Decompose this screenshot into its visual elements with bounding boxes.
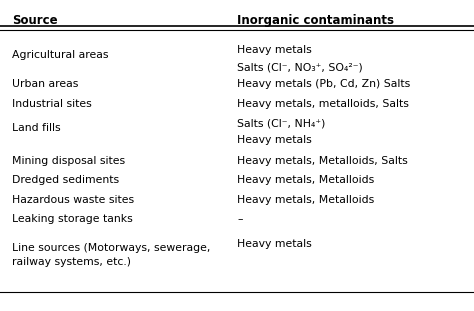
Text: Heavy metals: Heavy metals <box>237 239 312 249</box>
Text: Leaking storage tanks: Leaking storage tanks <box>12 214 133 224</box>
Text: Agricultural areas: Agricultural areas <box>12 50 109 60</box>
Text: Line sources (Motorways, sewerage,
railway systems, etc.): Line sources (Motorways, sewerage, railw… <box>12 243 210 267</box>
Text: Salts (Cl⁻, NO₃⁺, SO₄²⁻): Salts (Cl⁻, NO₃⁺, SO₄²⁻) <box>237 62 363 72</box>
Text: Land fills: Land fills <box>12 123 61 133</box>
Text: Heavy metals (Pb, Cd, Zn) Salts: Heavy metals (Pb, Cd, Zn) Salts <box>237 79 410 89</box>
Text: Heavy metals: Heavy metals <box>237 135 312 145</box>
Text: –: – <box>237 214 243 224</box>
Text: Heavy metals, Metalloids: Heavy metals, Metalloids <box>237 195 374 205</box>
Text: Urban areas: Urban areas <box>12 79 78 89</box>
Text: Salts (Cl⁻, NH₄⁺): Salts (Cl⁻, NH₄⁺) <box>237 118 325 128</box>
Text: Heavy metals, Metalloids: Heavy metals, Metalloids <box>237 175 374 185</box>
Text: Source: Source <box>12 14 57 27</box>
Text: Heavy metals, Metalloids, Salts: Heavy metals, Metalloids, Salts <box>237 156 408 165</box>
Text: Industrial sites: Industrial sites <box>12 99 91 109</box>
Text: Hazardous waste sites: Hazardous waste sites <box>12 195 134 205</box>
Text: Heavy metals: Heavy metals <box>237 45 312 55</box>
Text: Dredged sediments: Dredged sediments <box>12 175 119 185</box>
Text: Mining disposal sites: Mining disposal sites <box>12 156 125 165</box>
Text: Heavy metals, metalloids, Salts: Heavy metals, metalloids, Salts <box>237 99 409 109</box>
Text: Inorganic contaminants: Inorganic contaminants <box>237 14 394 27</box>
